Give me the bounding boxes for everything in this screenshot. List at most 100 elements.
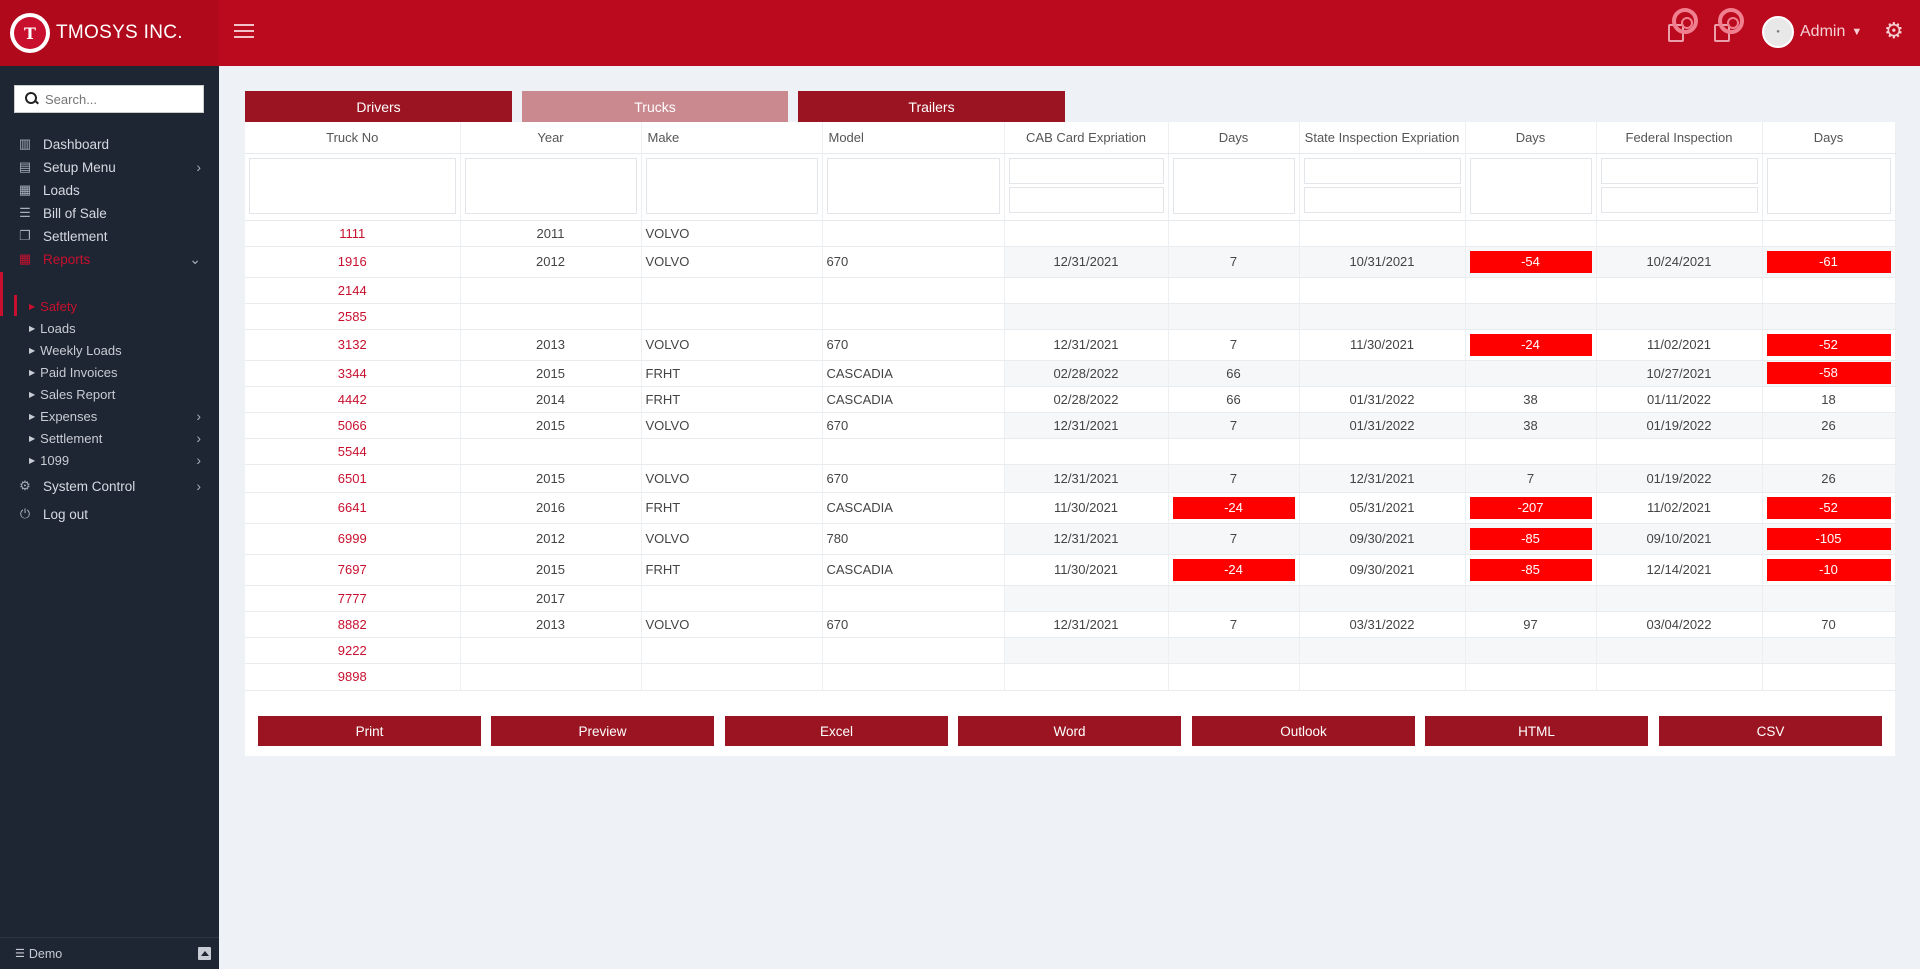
export-notification-icon[interactable] xyxy=(1664,6,1700,46)
column-header-cab-card-expiration[interactable]: CAB Card Expriation xyxy=(1004,122,1169,154)
outlook-button[interactable]: Outlook xyxy=(1192,716,1415,746)
search-box[interactable] xyxy=(14,85,204,113)
table-row[interactable]: 7697 2015 FRHT CASCADIA 11/30/2021 -24 09/30/2… xyxy=(245,554,1896,586)
sidebar-item-log-out[interactable]: ⏻ Log out xyxy=(0,501,219,527)
sidebar-subitem-sales-report[interactable]: ▶ Sales Report xyxy=(0,383,219,405)
table-row[interactable]: 2144 xyxy=(245,277,1896,304)
filter-cab-to[interactable] xyxy=(1008,186,1164,213)
filter-federal-days[interactable] xyxy=(1766,157,1891,214)
column-header-federal-days[interactable]: Days xyxy=(1762,122,1896,154)
truck-link[interactable]: 3132 xyxy=(337,337,367,352)
tab-trailers[interactable]: Trailers xyxy=(798,91,1065,122)
table-row[interactable]: 6641 2016 FRHT CASCADIA 11/30/2021 -24 05/31/2… xyxy=(245,492,1896,524)
table-row[interactable]: 5544 xyxy=(245,438,1896,465)
search-input[interactable] xyxy=(45,91,195,107)
table-row[interactable]: 9222 xyxy=(245,637,1896,664)
filter-federal-from[interactable] xyxy=(1600,157,1758,184)
menu-toggle-icon[interactable] xyxy=(232,20,256,44)
truck-link[interactable]: 6999 xyxy=(337,531,367,546)
cell-model: CASCADIA xyxy=(822,386,1005,413)
word-button[interactable]: Word xyxy=(958,716,1181,746)
table-row[interactable]: 8882 2013 VOLVO 670 12/31/2021 7 03/31/2022 97 0… xyxy=(245,611,1896,638)
truck-link[interactable]: 6641 xyxy=(337,500,367,515)
filter-state-days[interactable] xyxy=(1469,157,1592,214)
sidebar-item-loads[interactable]: ▦ Loads xyxy=(0,177,219,203)
column-header-truck-no[interactable]: Truck No xyxy=(245,122,461,154)
filter-state-from[interactable] xyxy=(1303,157,1461,184)
user-menu[interactable]: ● Admin ▼ xyxy=(1762,16,1862,48)
column-header-cab-days[interactable]: Days xyxy=(1168,122,1300,154)
truck-link[interactable]: 9898 xyxy=(337,669,367,684)
excel-button[interactable]: Excel xyxy=(725,716,948,746)
sidebar-subitem-settlement[interactable]: ▶ Settlement › xyxy=(0,427,219,449)
settings-gear-icon[interactable]: ⚙ xyxy=(1884,18,1904,43)
sidebar-item-settlement[interactable]: ❐ Settlement xyxy=(0,223,219,249)
sidebar-subitem-1099[interactable]: ▶ 1099 › xyxy=(0,449,219,471)
filter-federal-to[interactable] xyxy=(1600,186,1758,213)
sidebar-item-dashboard[interactable]: ▥ Dashboard xyxy=(0,131,219,157)
table-row[interactable]: 5066 2015 VOLVO 670 12/31/2021 7 01/31/2022 38 0… xyxy=(245,412,1896,439)
table-row[interactable]: 3344 2015 FRHT CASCADIA 02/28/2022 66 10/27/20… xyxy=(245,360,1896,387)
truck-link[interactable]: 7697 xyxy=(337,562,367,577)
sidebar-item-reports[interactable]: ▦ Reports ⌄ xyxy=(0,246,219,272)
sidebar-item-system-control[interactable]: ⚙ System Control › xyxy=(0,473,219,499)
table-row[interactable]: 4442 2014 FRHT CASCADIA 02/28/2022 66 01/31/20… xyxy=(245,386,1896,413)
table-row[interactable]: 6501 2015 VOLVO 670 12/31/2021 7 12/31/2021 7 01… xyxy=(245,464,1896,493)
edit-notification-icon[interactable] xyxy=(1710,6,1746,46)
table-row[interactable]: 2585 xyxy=(245,303,1896,330)
table-row[interactable]: 6999 2012 VOLVO 780 12/31/2021 7 09/30/2021 -85… xyxy=(245,523,1896,555)
cell-state-days xyxy=(1465,303,1597,330)
table-row[interactable]: 3132 2013 VOLVO 670 12/31/2021 7 11/30/2021 -24… xyxy=(245,329,1896,361)
collapse-toggle-icon[interactable] xyxy=(198,947,211,960)
truck-link[interactable]: 5066 xyxy=(337,417,367,433)
truck-link[interactable]: 4442 xyxy=(337,391,367,407)
sidebar-subitem-safety[interactable]: ▶ Safety xyxy=(0,295,219,317)
print-button[interactable]: Print xyxy=(258,716,481,746)
truck-link[interactable]: 5544 xyxy=(337,443,367,459)
table-row[interactable]: 7777 2017 xyxy=(245,585,1896,612)
cell-truck-no: 1111 xyxy=(245,220,461,247)
column-header-federal-inspection[interactable]: Federal Inspection xyxy=(1596,122,1763,154)
truck-link[interactable]: 1111 xyxy=(339,225,366,241)
column-header-year[interactable]: Year xyxy=(460,122,642,154)
brand[interactable]: T TMOSYS INC. xyxy=(0,0,219,66)
truck-link[interactable]: 8882 xyxy=(337,616,367,632)
column-header-state-inspection-expiration[interactable]: State Inspection Expriation xyxy=(1299,122,1466,154)
sidebar-subitem-expenses[interactable]: ▶ Expenses › xyxy=(0,405,219,427)
cell-cab-card-expiration xyxy=(1004,637,1169,664)
filter-truck-no[interactable] xyxy=(249,157,456,214)
tab-drivers[interactable]: Drivers xyxy=(245,91,512,122)
sidebar-subitem-weekly-loads[interactable]: ▶ Weekly Loads xyxy=(0,339,219,361)
truck-link[interactable]: 6501 xyxy=(337,470,367,486)
truck-link[interactable]: 2144 xyxy=(337,282,367,298)
cell-state-days: 38 xyxy=(1465,412,1597,439)
sidebar-item-setup-menu[interactable]: ▤ Setup Menu › xyxy=(0,154,219,180)
sidebar-subitem-loads[interactable]: ▶ Loads xyxy=(0,317,219,339)
filter-year[interactable] xyxy=(464,157,637,214)
cell-federal-days: -52 xyxy=(1762,492,1896,524)
filter-model[interactable] xyxy=(826,157,1000,214)
column-header-state-days[interactable]: Days xyxy=(1465,122,1597,154)
tab-trucks[interactable]: Trucks xyxy=(522,91,788,122)
table-row[interactable]: 9898 xyxy=(245,663,1896,691)
filter-cab-days[interactable] xyxy=(1172,157,1295,214)
filter-make[interactable] xyxy=(645,157,818,214)
column-header-model[interactable]: Model xyxy=(822,122,1005,154)
truck-link[interactable]: 7777 xyxy=(337,590,367,606)
cell-federal-days: 18 xyxy=(1762,386,1896,413)
csv-button[interactable]: CSV xyxy=(1659,716,1882,746)
filter-state-to[interactable] xyxy=(1303,186,1461,213)
cell-federal-inspection xyxy=(1596,663,1763,691)
html-button[interactable]: HTML xyxy=(1425,716,1648,746)
truck-link[interactable]: 3344 xyxy=(337,365,367,381)
column-header-make[interactable]: Make xyxy=(641,122,823,154)
preview-button[interactable]: Preview xyxy=(491,716,714,746)
table-row[interactable]: 1916 2012 VOLVO 670 12/31/2021 7 10/31/2021 -54… xyxy=(245,246,1896,278)
sidebar-item-bill-of-sale[interactable]: ☰ Bill of Sale xyxy=(0,200,219,226)
truck-link[interactable]: 9222 xyxy=(337,642,367,658)
truck-link[interactable]: 1916 xyxy=(337,254,367,269)
table-row[interactable]: 1111 2011 VOLVO xyxy=(245,220,1896,247)
filter-cab-from[interactable] xyxy=(1008,157,1164,184)
truck-link[interactable]: 2585 xyxy=(337,308,367,324)
sidebar-subitem-paid-invoices[interactable]: ▶ Paid Invoices xyxy=(0,361,219,383)
